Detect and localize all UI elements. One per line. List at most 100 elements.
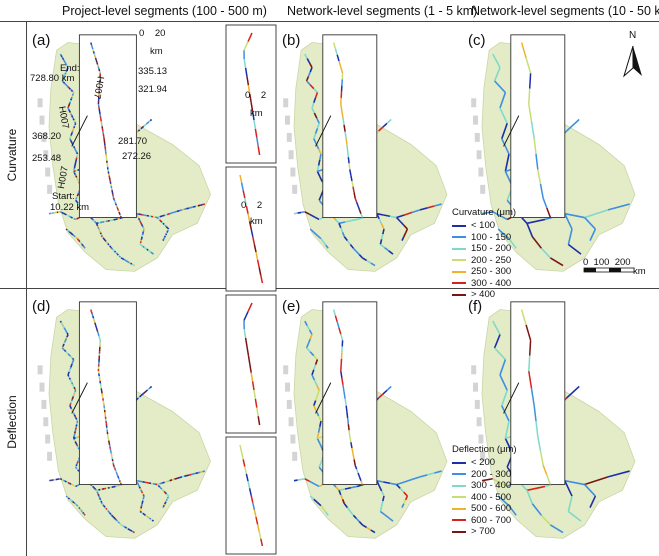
road-segment [76,238,79,241]
inset-segment [354,465,358,470]
road-segment [389,215,397,219]
inset-segment [354,198,358,203]
road-segment [316,438,321,444]
road-segment [69,99,72,103]
road-segment [169,479,173,482]
road-segment [74,123,77,126]
curvature-legend-item: > 400 [452,289,516,301]
road-segment [314,216,320,221]
road-segment [62,76,65,79]
road-segment [82,245,85,248]
road-segment [60,478,63,481]
road-segment [163,503,166,506]
road-segment [607,470,630,478]
road-segment [297,478,302,481]
zoom-a-scale-label: 0 2 [245,90,267,101]
island [39,382,45,392]
road-segment [494,347,506,361]
road-segment [68,368,72,371]
curvature-legend-swatch [452,282,466,285]
inset-segment [349,169,352,176]
road-segment [94,487,97,490]
road-segment [63,212,66,215]
road-segment [64,61,67,64]
road-segment [115,485,118,488]
road-segment [98,228,101,231]
inset-segment [90,309,93,312]
road-segment [314,128,319,134]
inset-segment [97,66,100,70]
road-segment [186,474,190,477]
road-segment [141,224,144,227]
deflection-legend-label: 400 - 500 [471,491,512,503]
road-segment [117,521,120,524]
inset-segment [116,473,119,476]
inset-segment [520,42,527,59]
road-segment [361,257,368,262]
inset-segment [332,309,337,316]
road-segment [68,370,71,373]
inset-segment [357,205,361,211]
road-segment [171,211,175,214]
road-segment [100,500,103,503]
road-segment [140,222,143,225]
road-segment [76,177,79,180]
map-d [37,301,211,539]
road-segment [297,211,302,214]
road-segment [493,67,501,82]
km-272-label: 272.26 [122,151,152,162]
road-segment [111,514,114,517]
inset-segment [355,468,359,474]
island [283,365,289,375]
road-segment [167,228,170,231]
inset-segment [114,469,117,472]
road-segment [504,153,510,172]
road-segment [159,219,162,222]
road-segment [70,365,73,368]
inset-segment [528,370,533,389]
road-segment [74,199,78,203]
column-header-network-1-5: Network-level segments (1 - 5 km) [287,4,478,18]
road-segment [202,470,205,473]
island [45,434,51,444]
road-segment [317,426,321,433]
road-segment [72,501,75,504]
road-segment [145,247,148,250]
road-segment [567,243,582,255]
road-segment [67,86,70,89]
island [285,115,290,125]
road-segment [141,492,144,495]
road-segment [117,217,120,220]
zoom-segment [255,251,259,261]
road-segment [382,495,385,502]
row-label-divider [26,21,27,556]
curvature-legend-label: 100 - 150 [471,231,512,243]
road-segment [92,485,95,488]
road-segment [131,263,134,266]
road-segment [137,217,141,221]
panel-label-a: (a) [32,32,51,49]
road-segment [63,340,66,343]
road-segment [73,124,76,127]
road-segment [309,67,313,73]
island [292,184,298,194]
road-segment [143,513,146,516]
road-segment [148,387,151,390]
road-segment [77,458,80,461]
zoom-segment [247,355,251,365]
island [480,184,486,194]
inset-segment [525,57,532,74]
road-segment [171,478,175,481]
road-segment [308,329,313,335]
road-segment [338,490,342,496]
road-segment [166,479,170,483]
road-segment [72,234,75,237]
road-segment [74,465,77,468]
inset-leader-arrow [315,382,332,414]
road-segment [384,247,390,252]
road-segment [94,220,97,223]
island [473,115,478,125]
road-segment [151,519,154,522]
road-segment [65,331,68,334]
inset-segment [115,204,118,207]
